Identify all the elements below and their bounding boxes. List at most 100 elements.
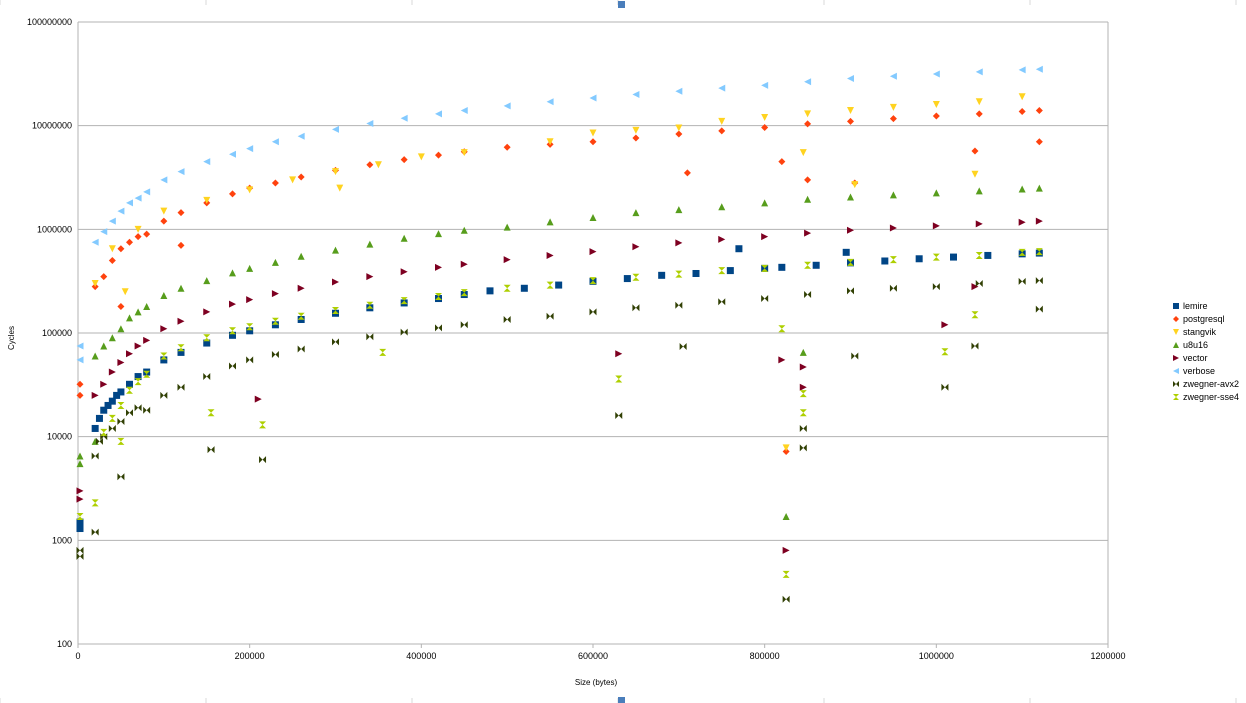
data-point-zwegner-sse4 bbox=[804, 261, 812, 269]
data-point-zwegner-sse4 bbox=[546, 281, 554, 289]
data-point-stangvik bbox=[460, 149, 468, 157]
data-point-u8u16 bbox=[126, 314, 133, 322]
data-point-zwegner-avx2 bbox=[271, 351, 279, 359]
data-point-lemire bbox=[100, 406, 108, 414]
data-point-u8u16 bbox=[297, 252, 305, 260]
data-point-zwegner-avx2 bbox=[108, 424, 116, 432]
data-point-zwegner-avx2 bbox=[975, 280, 983, 288]
data-point-verbose bbox=[460, 107, 468, 115]
data-point-zwegner-avx2 bbox=[761, 295, 769, 303]
data-point-zwegner-avx2 bbox=[126, 409, 133, 417]
data-point-zwegner-sse4 bbox=[435, 292, 442, 300]
data-point-u8u16 bbox=[889, 191, 897, 199]
data-point-zwegner-avx2 bbox=[782, 595, 790, 603]
data-point-zwegner-avx2 bbox=[503, 315, 511, 323]
data-point-zwegner-sse4 bbox=[932, 253, 940, 261]
legend-label-u8u16: u8u16 bbox=[1183, 340, 1208, 350]
data-point-lemire bbox=[812, 261, 820, 269]
data-point-postgresql bbox=[889, 115, 897, 123]
data-point-u8u16 bbox=[761, 199, 769, 207]
data-point-postgresql bbox=[76, 380, 84, 388]
data-point-verbose bbox=[76, 342, 84, 350]
selection-handle-top[interactable] bbox=[618, 1, 625, 8]
data-point-zwegner-sse4 bbox=[76, 512, 84, 520]
data-point-verbose bbox=[366, 119, 374, 127]
data-point-zwegner-avx2 bbox=[143, 406, 151, 414]
data-point-zwegner-avx2 bbox=[91, 528, 99, 536]
data-point-vector bbox=[460, 260, 468, 268]
data-point-vector bbox=[271, 290, 279, 298]
data-point-vector bbox=[177, 317, 185, 325]
legend-marker-verbose bbox=[1173, 368, 1179, 374]
data-point-lemire bbox=[778, 263, 786, 271]
legend-marker-lemire bbox=[1173, 303, 1179, 309]
data-point-stangvik bbox=[336, 184, 344, 192]
data-point-zwegner-avx2 bbox=[799, 444, 807, 452]
data-point-zwegner-avx2 bbox=[460, 321, 468, 329]
data-point-u8u16 bbox=[1035, 184, 1043, 192]
legend-label-vector: vector bbox=[1183, 353, 1208, 363]
data-point-postgresql bbox=[683, 169, 691, 177]
y-axis-title: Cycles bbox=[7, 326, 16, 350]
data-point-postgresql bbox=[932, 112, 940, 120]
data-point-zwegner-avx2 bbox=[615, 412, 623, 420]
data-point-zwegner-sse4 bbox=[632, 273, 640, 281]
data-point-zwegner-sse4 bbox=[675, 270, 683, 278]
legend-marker-zwegner-sse4 bbox=[1173, 394, 1179, 400]
data-point-verbose bbox=[229, 150, 236, 158]
data-point-zwegner-avx2 bbox=[203, 373, 211, 381]
data-point-zwegner-sse4 bbox=[177, 344, 185, 352]
data-point-vector bbox=[76, 487, 84, 495]
data-point-zwegner-avx2 bbox=[117, 473, 125, 481]
data-point-vector bbox=[254, 395, 262, 403]
data-point-postgresql bbox=[718, 127, 726, 135]
data-point-vector bbox=[761, 233, 769, 241]
data-point-zwegner-sse4 bbox=[117, 437, 125, 445]
data-point-zwegner-avx2 bbox=[134, 404, 142, 412]
data-point-lemire bbox=[915, 255, 923, 263]
legend-label-stangvik: stangvik bbox=[1183, 327, 1217, 337]
data-point-postgresql bbox=[503, 143, 511, 151]
data-point-zwegner-sse4 bbox=[379, 348, 387, 356]
data-point-lemire bbox=[113, 391, 121, 399]
legend-label-lemire: lemire bbox=[1183, 301, 1208, 311]
data-point-stangvik bbox=[799, 149, 807, 157]
data-point-verbose bbox=[1018, 66, 1026, 74]
x-tick-label: 600000 bbox=[578, 651, 608, 661]
data-point-postgresql bbox=[400, 156, 408, 164]
data-point-vector bbox=[778, 356, 786, 364]
data-point-zwegner-sse4 bbox=[126, 386, 133, 394]
data-point-zwegner-avx2 bbox=[76, 546, 84, 554]
data-point-u8u16 bbox=[503, 223, 511, 231]
data-point-lemire bbox=[881, 257, 889, 265]
data-point-verbose bbox=[435, 110, 442, 118]
data-point-zwegner-sse4 bbox=[460, 289, 468, 297]
x-tick-label: 800000 bbox=[750, 651, 780, 661]
data-point-zwegner-sse4 bbox=[91, 499, 99, 507]
data-point-u8u16 bbox=[546, 218, 554, 226]
data-point-u8u16 bbox=[400, 234, 408, 242]
legend-marker-postgresql bbox=[1173, 316, 1179, 322]
series-vector bbox=[76, 217, 1043, 554]
data-point-zwegner-avx2 bbox=[366, 333, 374, 341]
data-point-postgresql bbox=[632, 134, 640, 142]
data-point-zwegner-avx2 bbox=[718, 298, 726, 306]
data-point-postgresql bbox=[1035, 138, 1043, 146]
data-point-u8u16 bbox=[100, 342, 108, 350]
data-point-vector bbox=[76, 495, 84, 503]
data-point-stangvik bbox=[246, 186, 254, 194]
data-point-u8u16 bbox=[246, 264, 254, 272]
selection-handle-bottom[interactable] bbox=[618, 697, 625, 703]
data-point-vector bbox=[804, 229, 812, 237]
data-point-zwegner-avx2 bbox=[589, 308, 597, 316]
data-point-stangvik bbox=[160, 207, 168, 215]
data-point-stangvik bbox=[289, 176, 297, 184]
data-point-zwegner-sse4 bbox=[143, 370, 151, 378]
data-point-u8u16 bbox=[332, 246, 339, 254]
data-point-u8u16 bbox=[134, 308, 142, 316]
data-point-zwegner-sse4 bbox=[503, 284, 511, 292]
data-point-verbose bbox=[675, 87, 683, 95]
data-point-u8u16 bbox=[91, 352, 99, 360]
data-point-zwegner-sse4 bbox=[100, 428, 108, 436]
